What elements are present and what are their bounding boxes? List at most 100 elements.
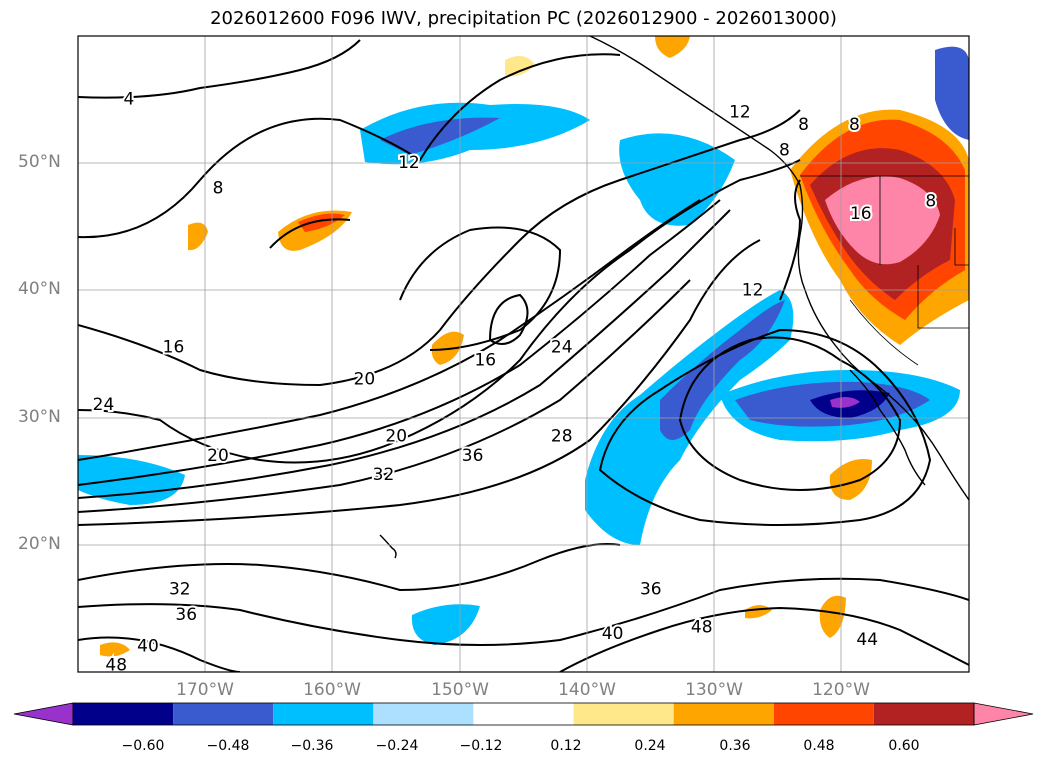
colorbar-segment: [773, 703, 874, 725]
anomaly-positive-pnw-core: [825, 176, 940, 265]
lat-tick-label: 40°N: [18, 279, 61, 299]
lon-tick-label: 170°W: [176, 680, 234, 700]
anomaly-negative-gulf-alaska-core: [380, 117, 500, 155]
contour-line: [78, 239, 761, 526]
precip-shading: [78, 36, 969, 657]
contour-line: [78, 636, 241, 672]
lat-tick-label: 20°N: [18, 534, 61, 554]
coastlines: [379, 36, 969, 559]
anomaly-positive-west-pacific-core: [298, 213, 345, 232]
colorbar-tick-label: 0.24: [634, 738, 666, 754]
contour-label: 28: [551, 427, 573, 447]
lon-tick-label: 160°W: [303, 680, 361, 700]
contour-label: 4: [123, 90, 134, 110]
anomaly-negative-trough-core: [660, 300, 785, 440]
contour-label: 20: [385, 427, 407, 447]
colorbar-frame: [72, 702, 975, 726]
contour-line: [269, 218, 351, 249]
contour-label: 40: [602, 624, 624, 644]
anomaly-positive-north-2: [655, 36, 690, 58]
colorbar-tick-label: 0.60: [888, 738, 920, 754]
anomaly-negative-baja-extreme: [830, 396, 860, 408]
colorbar-tick-label: 0.48: [803, 738, 835, 754]
anomaly-positive-small-1: [188, 222, 208, 251]
gridlines: [78, 36, 969, 672]
contour-label: 32: [373, 465, 395, 485]
contour-label: 8: [779, 141, 790, 161]
colorbar-segment: [273, 703, 374, 725]
lat-tick-label: 30°N: [18, 407, 61, 427]
colorbar-tick-label: −0.60: [121, 738, 165, 754]
contour-line: [78, 109, 801, 387]
contour-label: 32: [169, 579, 191, 599]
colorbar-extend-low: [13, 702, 74, 726]
contour-label: 36: [175, 605, 197, 625]
anomaly-positive-north: [505, 56, 535, 77]
contour-label: 8: [925, 191, 936, 211]
anomaly-negative-ne-pacific: [619, 133, 735, 226]
colorbar-tick-label: −0.24: [375, 738, 419, 754]
contour-label: 12: [742, 280, 764, 300]
coastline-hawaii: [379, 534, 397, 559]
contour-label: 20: [354, 369, 376, 389]
contour-line: [78, 199, 701, 461]
lon-tick-label: 140°W: [558, 680, 616, 700]
state-borders: [800, 175, 969, 366]
contour-line: [559, 606, 969, 672]
contour-label: 48: [691, 618, 713, 638]
contour-line: [678, 336, 902, 491]
contour-line: [78, 39, 361, 99]
colorbar-segment: [173, 703, 274, 725]
colorbar-segment: [473, 703, 574, 725]
colorbar-extend-high: [973, 702, 1034, 726]
contour-label: 48: [105, 656, 127, 676]
map-title: 2026012600 F096 IWV, precipitation PC (2…: [210, 8, 837, 29]
anomaly-positive-subtropic: [829, 459, 872, 500]
colorbar-tick-label: 0.36: [719, 738, 751, 754]
contour-label: 12: [398, 153, 420, 173]
contour-label: 24: [551, 338, 573, 358]
colorbar-tick-label: −0.36: [290, 738, 334, 754]
colorbar-segment: [373, 703, 474, 725]
coastline-north-america: [589, 36, 969, 501]
contour-line: [399, 226, 562, 351]
coastline-baja: [849, 369, 926, 486]
contour-line: [78, 199, 721, 486]
lon-tick-label: 150°W: [431, 680, 489, 700]
colorbar-tick-label: 0.12: [550, 738, 582, 754]
iwv-contours: [78, 39, 969, 672]
contour-label: 36: [640, 579, 662, 599]
contour-line: [78, 53, 621, 239]
contour-line: [78, 577, 969, 646]
contour-label: 8: [849, 115, 860, 135]
colorbar-segment: [873, 703, 974, 725]
map-frame: [77, 35, 970, 673]
colorbar-tick-label: −0.12: [459, 738, 503, 754]
contour-line: [78, 543, 621, 592]
colorbar: [13, 702, 1034, 726]
lat-tick-label: 50°N: [18, 152, 61, 172]
contour-label: 40: [137, 637, 159, 657]
contour-label: 36: [462, 446, 484, 466]
colorbar-segment: [73, 703, 174, 725]
colorbar-segment: [673, 703, 774, 725]
anomaly-positive-south-1: [819, 595, 846, 638]
colorbar-segment: [573, 703, 674, 725]
contour-label: 20: [207, 446, 229, 466]
contour-line: [488, 293, 529, 345]
anomaly-negative-west: [78, 455, 185, 505]
colorbar-tick-label: −0.48: [206, 738, 250, 754]
contour-line: [598, 328, 932, 526]
contour-label: 16: [474, 350, 496, 370]
anomaly-negative-bc: [935, 46, 969, 140]
contour-label: 44: [856, 630, 878, 650]
contour-line: [779, 179, 802, 301]
contour-label: 16: [850, 204, 872, 224]
contour-line: [78, 209, 731, 499]
contour-label: 16: [163, 338, 185, 358]
contour-label: 12: [729, 102, 751, 122]
lon-tick-label: 120°W: [812, 680, 870, 700]
